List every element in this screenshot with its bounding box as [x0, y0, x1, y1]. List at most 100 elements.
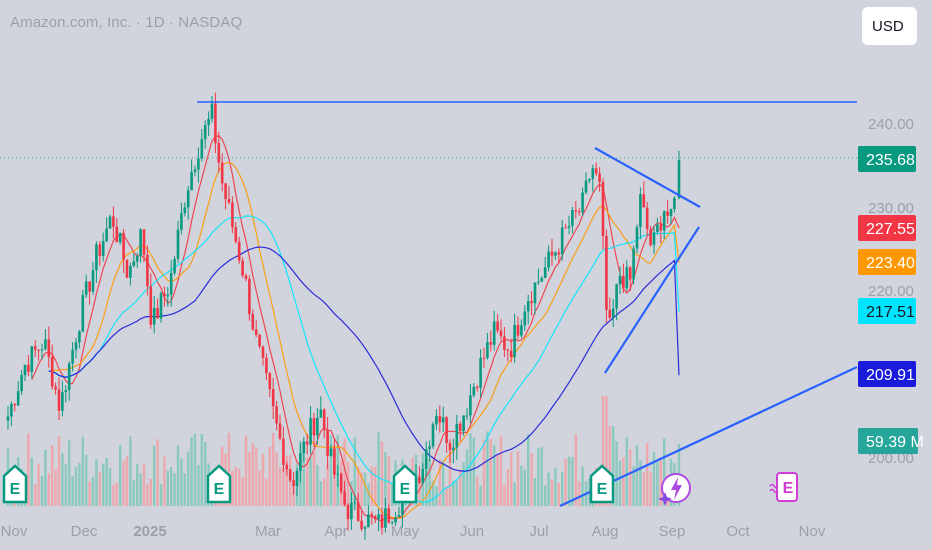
candle-body[interactable]	[197, 158, 200, 170]
candle-body[interactable]	[329, 448, 333, 456]
candle-body[interactable]	[482, 357, 486, 359]
candle-body[interactable]	[373, 516, 377, 520]
candle-body[interactable]	[605, 236, 608, 310]
candle-body[interactable]	[506, 349, 510, 351]
candle-body[interactable]	[81, 294, 85, 332]
candle-body[interactable]	[149, 286, 153, 325]
candle-body[interactable]	[677, 160, 681, 198]
price-badge-ma-navy[interactable]: 209.91	[858, 361, 916, 387]
candle-body[interactable]	[156, 307, 159, 319]
candle-body[interactable]	[91, 270, 95, 292]
candle-body[interactable]	[333, 448, 336, 475]
candle-body[interactable]	[499, 330, 503, 337]
candle-body[interactable]	[652, 232, 656, 245]
candle-body[interactable]	[193, 169, 197, 173]
candle-body[interactable]	[129, 265, 132, 278]
candle-body[interactable]	[98, 244, 102, 256]
candle-body[interactable]	[227, 199, 231, 203]
triangle-upper-line[interactable]	[594, 147, 701, 208]
candle-body[interactable]	[571, 210, 574, 226]
candle-body[interactable]	[190, 172, 193, 191]
candle-body[interactable]	[231, 202, 234, 228]
candle-body[interactable]	[390, 522, 394, 524]
candle-body[interactable]	[360, 520, 363, 529]
candle-body[interactable]	[601, 181, 605, 237]
candle-body[interactable]	[363, 527, 367, 529]
candle-body[interactable]	[108, 216, 112, 229]
candle-body[interactable]	[516, 324, 520, 336]
candle-body[interactable]	[339, 473, 343, 492]
candle-body[interactable]	[254, 329, 258, 335]
candle-body[interactable]	[67, 363, 71, 391]
candle-body[interactable]	[135, 256, 139, 262]
candle-body[interactable]	[101, 241, 105, 256]
candle-body[interactable]	[547, 251, 550, 268]
candle-body[interactable]	[622, 275, 625, 289]
candle-body[interactable]	[353, 502, 357, 504]
candle-body[interactable]	[312, 418, 316, 436]
candle-body[interactable]	[271, 389, 275, 407]
candle-body[interactable]	[635, 227, 639, 249]
candle-body[interactable]	[33, 346, 37, 350]
candle-body[interactable]	[639, 194, 642, 228]
candle-body[interactable]	[632, 248, 635, 280]
candle-body[interactable]	[356, 502, 360, 521]
candle-body[interactable]	[84, 281, 88, 295]
candle-body[interactable]	[431, 424, 435, 447]
candle-body[interactable]	[142, 229, 146, 255]
earnings-marker-icon[interactable]: E	[2, 464, 28, 504]
candle-body[interactable]	[537, 281, 540, 283]
candle-body[interactable]	[469, 395, 472, 416]
candle-body[interactable]	[662, 211, 666, 231]
candle-body[interactable]	[309, 418, 312, 445]
candle-body[interactable]	[159, 293, 163, 319]
candle-body[interactable]	[458, 423, 462, 432]
candle-body[interactable]	[115, 226, 119, 243]
candle-body[interactable]	[30, 346, 34, 372]
candle-body[interactable]	[278, 423, 282, 439]
candle-body[interactable]	[268, 373, 272, 390]
candle-body[interactable]	[387, 508, 391, 523]
candle-body[interactable]	[401, 497, 404, 515]
candle-body[interactable]	[509, 350, 513, 357]
candle-body[interactable]	[577, 211, 581, 213]
candle-body[interactable]	[200, 139, 204, 159]
candle-body[interactable]	[95, 244, 98, 271]
candle-body[interactable]	[282, 438, 285, 465]
moving-average-line[interactable]	[48, 215, 680, 503]
candle-body[interactable]	[543, 267, 547, 278]
candle-body[interactable]	[16, 391, 20, 406]
candle-body[interactable]	[656, 224, 659, 233]
candle-body[interactable]	[475, 386, 479, 388]
candle-body[interactable]	[503, 336, 506, 350]
candle-body[interactable]	[377, 514, 380, 520]
candle-body[interactable]	[628, 267, 632, 280]
candle-body[interactable]	[645, 207, 649, 230]
candle-body[interactable]	[244, 275, 248, 279]
price-badge-ma-orange[interactable]: 223.40	[858, 249, 916, 275]
candle-body[interactable]	[428, 446, 431, 450]
candle-body[interactable]	[336, 473, 340, 475]
price-badge-ma-cyan[interactable]: 217.51	[858, 298, 916, 324]
candle-body[interactable]	[251, 314, 255, 330]
candle-body[interactable]	[176, 229, 180, 259]
candle-body[interactable]	[166, 294, 170, 297]
candle-body[interactable]	[452, 447, 455, 451]
candle-body[interactable]	[421, 468, 425, 483]
earnings-marker-icon[interactable]: E	[589, 464, 615, 504]
candle-body[interactable]	[479, 357, 482, 388]
candle-body[interactable]	[346, 504, 350, 520]
candle-body[interactable]	[169, 273, 173, 295]
candle-body[interactable]	[118, 232, 122, 243]
candle-body[interactable]	[486, 342, 489, 358]
candle-body[interactable]	[594, 168, 598, 174]
candle-body[interactable]	[139, 229, 142, 257]
candle-body[interactable]	[424, 449, 428, 469]
candle-body[interactable]	[567, 226, 571, 228]
candle-body[interactable]	[146, 254, 149, 287]
candle-body[interactable]	[224, 183, 227, 200]
candle-body[interactable]	[40, 349, 44, 351]
candle-body[interactable]	[217, 143, 221, 163]
candle-body[interactable]	[265, 357, 268, 374]
candle-body[interactable]	[37, 349, 40, 351]
